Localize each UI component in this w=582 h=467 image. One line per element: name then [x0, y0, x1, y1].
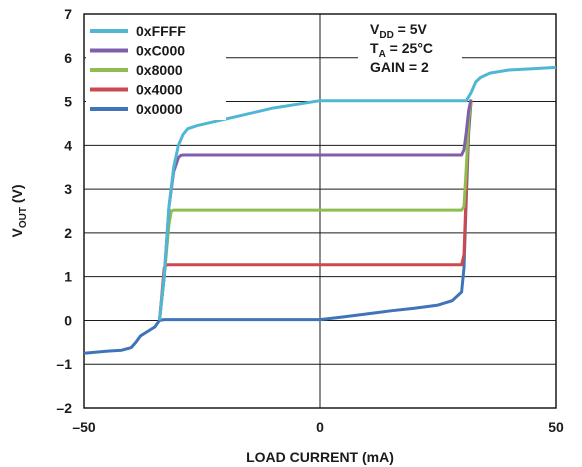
annotation-background [358, 16, 462, 76]
y-tick-label: 3 [64, 181, 72, 197]
plot-frame [83, 13, 557, 409]
series-line-0xFFFF [158, 65, 557, 321]
y-tick-label: –1 [56, 356, 72, 372]
y-tick-label: 5 [64, 94, 72, 110]
series-lines [83, 65, 557, 355]
series-line-0x0000 [83, 101, 473, 355]
tick-labels: –2 –1 0 1 2 3 4 5 6 7 –50 0 50 [56, 6, 564, 435]
legend-label-0x8000: 0x8000 [136, 62, 183, 78]
y-tick-label: 1 [64, 269, 72, 285]
x-tick-label: 0 [316, 419, 324, 435]
y-axis-title: VOUT (V) [9, 184, 29, 237]
x-tick-label: –50 [72, 419, 96, 435]
y-tick-label: 0 [64, 312, 72, 328]
annotation-ta: TA = 25°C [370, 40, 433, 60]
y-tick-label: 4 [64, 137, 72, 153]
x-tick-label: 50 [548, 419, 564, 435]
x-axis-title: LOAD CURRENT (mA) [246, 449, 394, 465]
legend-label-0xC000: 0xC000 [136, 43, 185, 59]
conditions-annotation: VDD = 5V TA = 25°C GAIN = 2 [358, 16, 462, 76]
legend-label-0xFFFF: 0xFFFF [136, 23, 186, 39]
y-tick-label: 6 [64, 50, 72, 66]
legend-label-0x4000: 0x4000 [136, 82, 183, 98]
y-tick-label: 7 [64, 6, 72, 22]
y-tick-label: –2 [56, 400, 72, 416]
legend-label-0x0000: 0x0000 [136, 101, 183, 117]
series-line-0x8000 [158, 100, 473, 321]
annotation-vdd: VDD = 5V [370, 21, 428, 41]
legend: 0xFFFF 0xC000 0x8000 0x4000 0x0000 [86, 16, 226, 120]
annotation-gain: GAIN = 2 [370, 59, 429, 75]
y-tick-label: 2 [64, 225, 72, 241]
